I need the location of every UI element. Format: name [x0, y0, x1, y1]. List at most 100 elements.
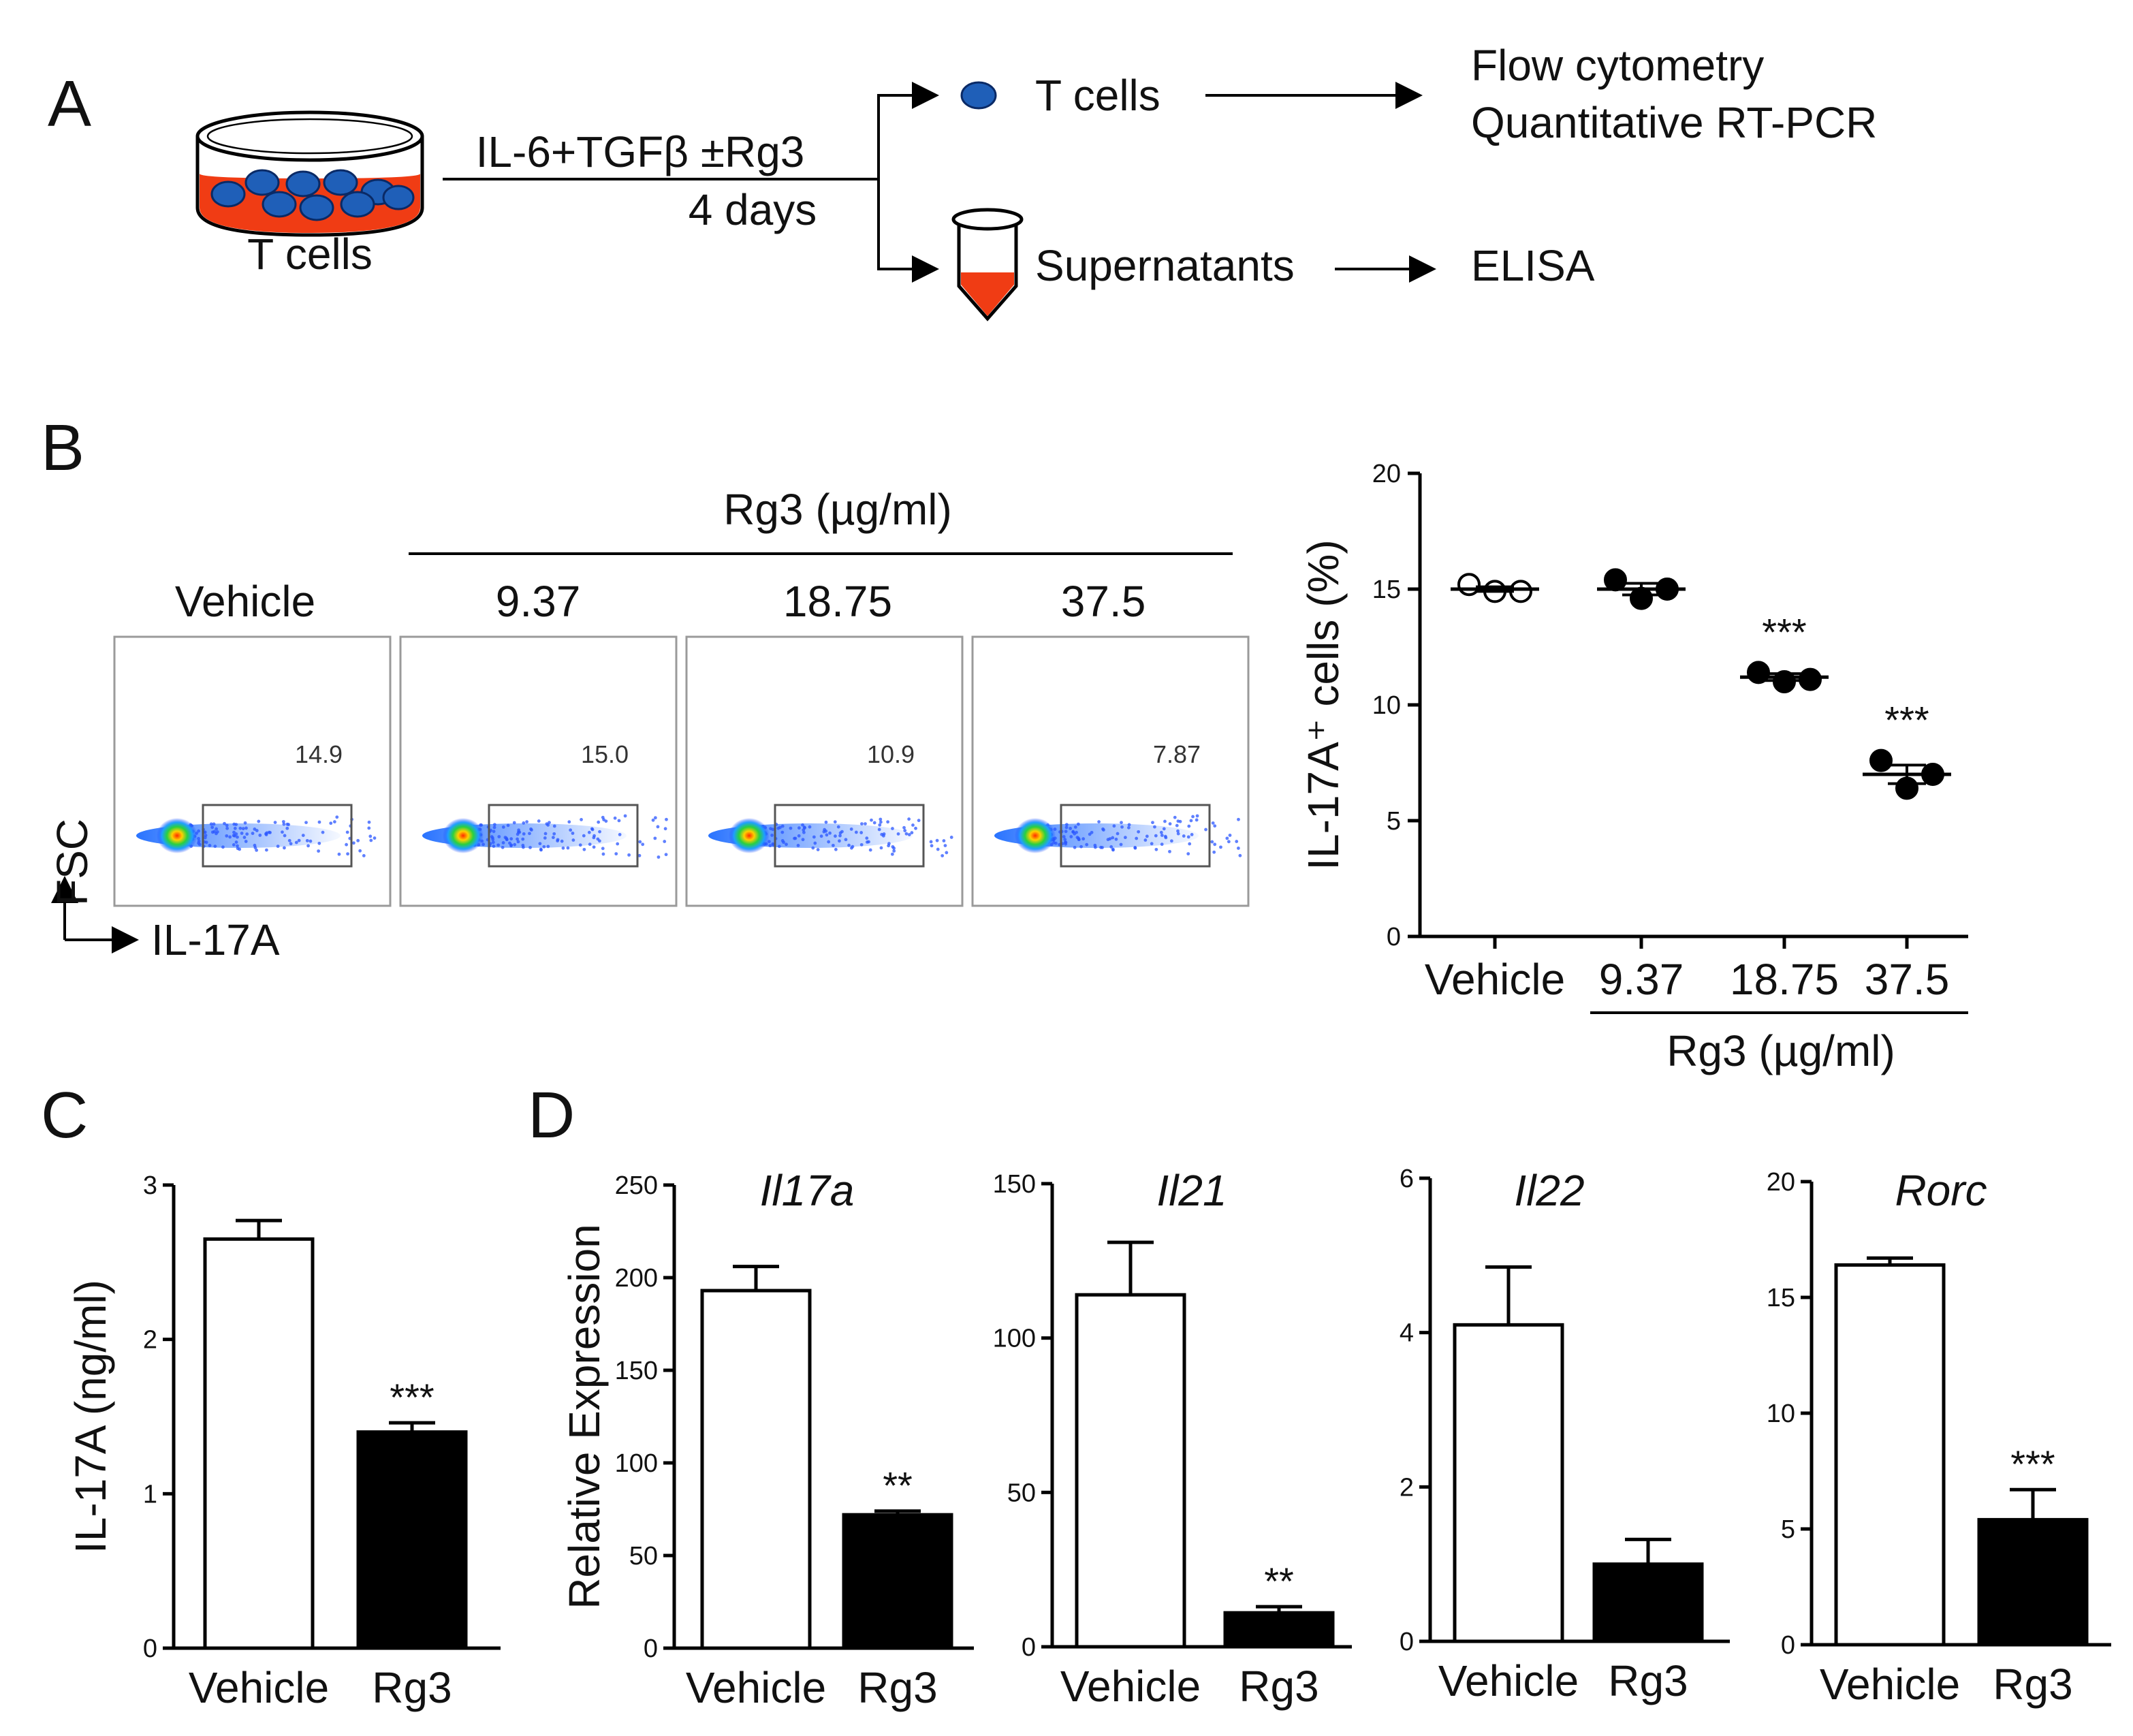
flow-event-dot — [287, 823, 291, 827]
flow-event-dot — [367, 820, 371, 824]
flow-event-dot — [851, 845, 855, 849]
flow-gate — [202, 804, 353, 868]
flow-event-dot — [907, 833, 911, 836]
flow-event-dot — [780, 830, 785, 834]
flow-event-dot — [542, 845, 546, 849]
flow-event-dot — [497, 835, 501, 838]
flow-event-dot — [1069, 835, 1073, 838]
flow-gate-percent: 10.9 — [867, 740, 915, 768]
flow-event-dot — [1109, 845, 1113, 849]
flow-event-dot — [1108, 837, 1112, 841]
flow-event-dot — [1097, 820, 1101, 824]
flow-density-hotspot — [729, 818, 770, 853]
flow-gate-percent: 7.87 — [1153, 740, 1201, 768]
chart-title: Rorc — [1895, 1166, 1987, 1215]
flow-event-dot — [232, 822, 236, 826]
flow-density-hotspot — [1015, 818, 1056, 853]
flow-event-dot — [1190, 833, 1194, 836]
flow-event-dot — [580, 818, 583, 821]
flow-event-dot — [663, 840, 667, 843]
flow-event-dot — [306, 844, 310, 848]
y-tick-label: 15 — [1372, 575, 1401, 604]
flow-event-dot — [1228, 834, 1232, 837]
flow-event-dot — [225, 823, 229, 827]
b-scatter-chart: 0 5 10 15 20 Vehicle 9.37 18.75 37.5 Rg3 (µg/ml) I… — [1299, 460, 1968, 1075]
flow-event-dot — [197, 836, 200, 840]
flow-event-dot — [623, 814, 627, 818]
flow-event-dot — [273, 821, 277, 824]
chart-title: Il22 — [1514, 1166, 1584, 1215]
flow-event-dot — [1176, 829, 1180, 833]
flow-event-dot — [597, 820, 601, 824]
bar — [1075, 1293, 1186, 1649]
flow-event-dot — [1213, 842, 1217, 847]
flow-event-dot — [903, 829, 907, 832]
flow-event-dot — [801, 823, 804, 827]
flow-event-dot — [590, 827, 594, 831]
bar — [203, 1237, 315, 1650]
flow-event-dot — [1064, 840, 1068, 845]
flow-event-dot — [859, 842, 864, 847]
flow-event-dot — [1064, 830, 1068, 834]
flow-event-dot — [301, 834, 305, 837]
flow-event-dot — [258, 834, 262, 837]
flow-event-dot — [317, 841, 321, 845]
flow-event-dot — [289, 842, 293, 846]
y-tick-label: 10 — [1767, 1400, 1795, 1428]
flow-event-dot — [797, 834, 801, 838]
y-tick-label: 20 — [1372, 460, 1401, 488]
flow-event-dot — [936, 847, 940, 851]
y-tick-label: 20 — [1767, 1168, 1795, 1197]
flow-event-dot — [613, 816, 617, 820]
flow-event-dot — [802, 830, 806, 834]
flow-event-dot — [1127, 823, 1131, 827]
flow-event-dot — [870, 818, 873, 822]
y-axis-label: IL-17A (ng/ml) — [66, 1280, 115, 1553]
flow-event-dot — [244, 826, 248, 830]
flow-event-dot — [1081, 837, 1086, 841]
flow-event-dot — [309, 839, 313, 843]
dish-label: T cells — [247, 230, 373, 279]
supernatants-label: Supernatants — [1035, 241, 1295, 290]
flow-event-dot — [879, 817, 883, 821]
y-tick-label: 150 — [993, 1170, 1036, 1199]
flow-event-dot — [501, 825, 505, 829]
flow-event-dot — [1168, 849, 1171, 853]
flow-event-dot — [597, 839, 601, 843]
flow-plot-label: Vehicle — [175, 577, 315, 626]
flow-event-dot — [232, 843, 236, 847]
flow-event-dot — [802, 825, 806, 830]
flow-event-dot — [569, 828, 573, 832]
flow-event-dot — [208, 844, 212, 847]
flow-plot-label: 9.37 — [496, 577, 581, 626]
flow-event-dot — [516, 840, 520, 844]
flow-event-dot — [865, 836, 869, 840]
y-tick-label: 50 — [629, 1542, 658, 1571]
flow-event-dot — [949, 836, 953, 839]
flow-event-dot — [1168, 822, 1172, 826]
flow-event-dot — [1075, 836, 1079, 840]
panel-c-letter: C — [41, 1079, 88, 1152]
y-tick-label: 0 — [1781, 1631, 1795, 1660]
flow-event-dot — [236, 844, 239, 848]
flow-event-dot — [1186, 835, 1190, 839]
flow-event-dot — [238, 847, 242, 851]
y-tick-label: 250 — [615, 1171, 658, 1200]
flow-event-dot — [812, 835, 816, 839]
flow-event-dot — [1112, 824, 1116, 828]
flow-event-dot — [793, 836, 796, 840]
flow-event-dot — [849, 827, 853, 831]
flow-event-dot — [1064, 823, 1069, 827]
flow-event-dot — [911, 823, 915, 827]
flow-event-dot — [1175, 823, 1179, 827]
flow-event-dot — [887, 844, 891, 848]
fork-arrow-bottom — [877, 179, 939, 283]
flow-event-dot — [1187, 824, 1191, 828]
flow-event-dot — [369, 838, 373, 842]
flow-event-dot — [521, 845, 525, 849]
panel-c: C 0 1 2 3 Vehicle Rg3 *** IL-17A (ng/ml) — [41, 1079, 501, 1712]
scatter-point — [1869, 748, 1893, 772]
flow-event-dot — [789, 826, 793, 830]
flow-event-dot — [825, 833, 829, 837]
flow-event-dot — [1188, 842, 1192, 846]
